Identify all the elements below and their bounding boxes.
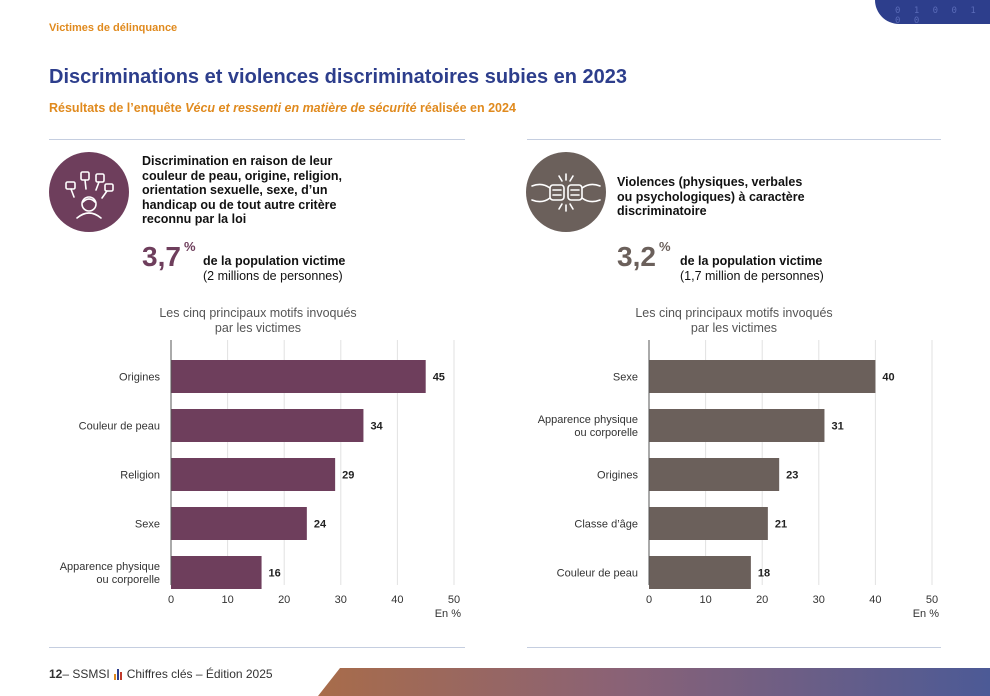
left-description: Discrimination en raison de leur couleur…: [142, 154, 342, 227]
left-description-line: Discrimination en raison de leur: [142, 154, 333, 168]
footer-edition: Chiffres clés – Édition 2025: [126, 667, 273, 681]
page-subtitle: Résultats de l’enquête Vécu et ressenti …: [49, 101, 516, 115]
right-chart-category-label: Classe d’âge: [574, 519, 638, 531]
right-bar-chart: 0 10 20 30 40 50 40 Sexe 31 Apparence physique ou …: [538, 340, 940, 620]
right-chart-value-label: 31: [831, 421, 843, 433]
right-big-value: 3,2%: [617, 239, 671, 273]
left-chart-bar: [171, 458, 336, 491]
left-big-value-unit: %: [183, 239, 196, 254]
right-chart-bar: [649, 556, 751, 589]
left-chart-bar: [171, 507, 307, 540]
footer: 12 – SSMSI Chiffres clés – Édition 2025: [49, 667, 273, 681]
left-chart-value-label: 24: [314, 519, 327, 531]
left-value-line1: de la population victime: [203, 254, 346, 268]
left-chart-value-label: 29: [342, 470, 354, 482]
left-chart-category-label: Couleur de peau: [79, 421, 160, 433]
left-description-line: couleur de peau, origine, religion,: [142, 168, 343, 183]
left-chart-category-label: Sexe: [135, 519, 160, 531]
right-chart-value-label: 23: [786, 470, 798, 482]
right-chart-title-line2: par les victimes: [690, 321, 778, 335]
left-chart-bar: [171, 556, 262, 589]
bottom-divider-right: [527, 647, 941, 648]
top-divider-right: [527, 139, 941, 140]
left-chart-x-tick-label: 10: [221, 594, 233, 606]
footer-decorative-band: [318, 668, 990, 696]
left-chart-x-tick-label: 0: [168, 594, 174, 606]
left-chart-title-line2: par les victimes: [214, 321, 302, 335]
left-chart-bar: [171, 360, 426, 393]
subtitle-prefix: Résultats de l’enquête: [49, 101, 186, 115]
right-chart-x-axis-label: En %: [913, 608, 940, 620]
right-chart-x-tick-label: 0: [646, 594, 652, 606]
right-chart-category-label: Couleur de peau: [557, 568, 638, 580]
footer-publisher: – SSMSI: [62, 667, 110, 681]
top-divider-left: [49, 139, 465, 140]
right-chart-title: Les cinq principaux motifs invoqués par …: [616, 306, 852, 336]
subtitle-italic: Vécu et ressenti en matière de sécurité: [185, 101, 417, 115]
left-big-value: 3,7%: [142, 239, 196, 273]
right-description-line: discriminatoire: [617, 204, 707, 218]
corner-decoration: 0 1 0 0 1 0 0: [875, 0, 990, 24]
left-chart-x-tick-label: 40: [391, 594, 403, 606]
right-value-text: de la population victime (1,7 million de…: [680, 254, 824, 284]
left-bar-chart: 0 10 20 30 40 50 45 Origines 34 Couleur de peau 29…: [60, 340, 462, 620]
right-chart-value-label: 18: [758, 568, 770, 580]
bottom-divider-left: [49, 647, 465, 648]
footer-logo-bars-icon: [113, 668, 123, 680]
footer-page-number: 12: [49, 667, 63, 681]
left-chart-value-label: 34: [370, 421, 383, 433]
right-chart-x-tick-label: 40: [869, 594, 881, 606]
right-chart-value-label: 21: [775, 519, 787, 531]
left-description-line: handicap ou de tout autre critère: [142, 197, 337, 212]
left-chart-x-axis-label: En %: [435, 608, 462, 620]
left-chart-bar: [171, 409, 364, 442]
left-description-line: reconnu par la loi: [142, 212, 247, 226]
right-chart-x-tick-label: 10: [699, 594, 711, 606]
left-value-line2: (2 millions de personnes): [203, 269, 343, 283]
right-value-line2: (1,7 million de personnes): [680, 269, 824, 283]
right-chart-bar: [649, 507, 768, 540]
right-chart-title-line1: Les cinq principaux motifs invoqués: [635, 306, 833, 320]
left-description-line: orientation sexuelle, sexe, d’un: [142, 183, 328, 197]
right-chart-category-label: Sexe: [613, 372, 638, 384]
right-description-line: Violences (physiques, verbales: [617, 175, 803, 189]
right-description: Violences (physiques, verbales ou psycho…: [617, 175, 805, 219]
right-chart-bar: [649, 409, 825, 442]
right-big-value-unit: %: [658, 239, 671, 254]
right-chart-x-tick-label: 30: [813, 594, 825, 606]
left-chart-category-label: Origines: [119, 372, 160, 384]
left-chart-category-label: Religion: [120, 470, 160, 482]
right-chart-category-label: Origines: [597, 470, 638, 482]
left-chart-x-tick-label: 50: [448, 594, 460, 606]
right-big-value-number: 3,2: [617, 241, 656, 272]
left-chart-x-tick-label: 30: [335, 594, 347, 606]
right-chart-bar: [649, 360, 876, 393]
left-value-text: de la population victime (2 millions de …: [203, 254, 345, 284]
subtitle-suffix: réalisée en 2024: [416, 101, 516, 115]
left-big-value-number: 3,7: [142, 241, 181, 272]
right-description-line: ou psychologiques) à caractère: [617, 189, 805, 204]
corner-digits: 0 1 0 0 1 0 0: [895, 6, 980, 24]
section-tag: Victimes de délinquance: [49, 22, 178, 34]
left-chart-title: Les cinq principaux motifs invoqués par …: [140, 306, 376, 336]
left-chart-value-label: 16: [269, 568, 281, 580]
fist-bump-icon: [526, 152, 606, 232]
left-chart-title-line1: Les cinq principaux motifs invoqués: [159, 306, 357, 320]
right-chart-x-tick-label: 50: [926, 594, 938, 606]
right-chart-category-label: Apparence physique ou corporelle: [538, 414, 638, 439]
right-chart-x-tick-label: 20: [756, 594, 768, 606]
left-chart-category-label: Apparence physique ou corporelle: [60, 561, 160, 586]
right-chart-bar: [649, 458, 780, 491]
right-value-line1: de la population victime: [680, 254, 823, 268]
page-title: Discriminations et violences discriminat…: [49, 66, 628, 88]
left-chart-x-tick-label: 20: [278, 594, 290, 606]
right-chart-value-label: 40: [882, 372, 894, 384]
left-chart-value-label: 45: [433, 372, 445, 384]
discrimination-people-icon: [49, 152, 129, 232]
